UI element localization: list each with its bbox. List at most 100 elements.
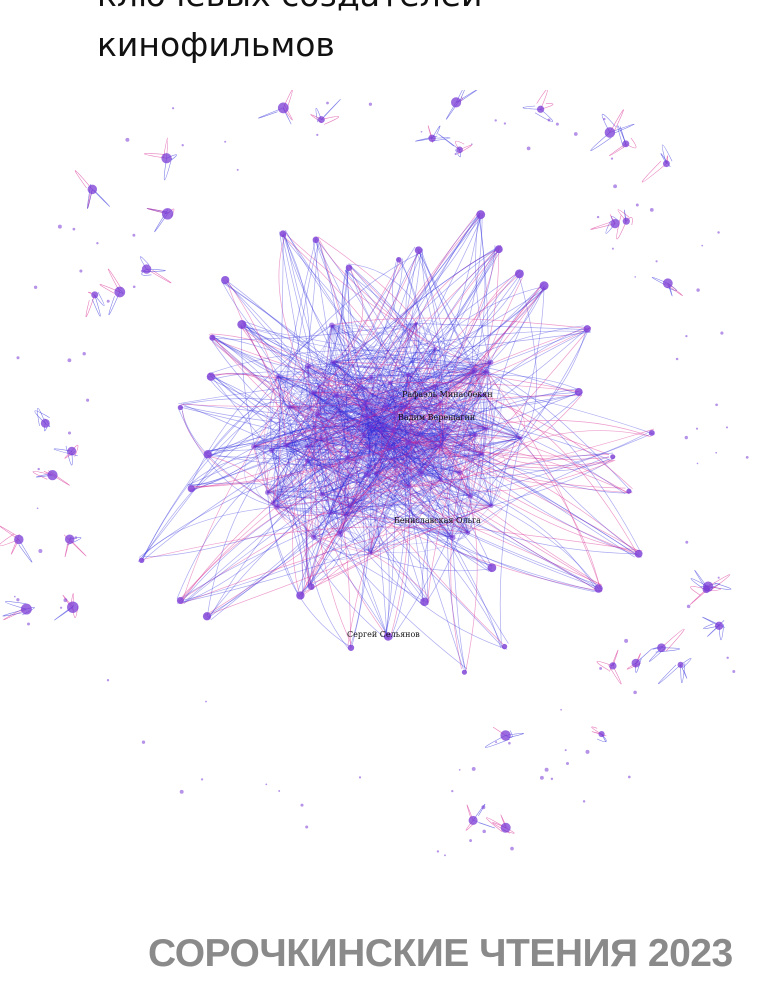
network-edge (320, 425, 383, 442)
network-edge (206, 394, 337, 617)
network-edge (227, 281, 320, 387)
network-edge (321, 401, 441, 495)
network-node (622, 140, 630, 148)
network-node (368, 374, 374, 380)
network-edge (313, 532, 469, 554)
network-edge (336, 394, 471, 497)
network-edge (601, 114, 616, 133)
network-edge (536, 90, 548, 110)
network-edge (363, 394, 485, 436)
network-edge (208, 372, 331, 514)
network-edge (225, 279, 287, 446)
network-edge (271, 450, 386, 639)
network-edge (330, 382, 391, 514)
network-edge (444, 435, 630, 495)
network-edge (371, 426, 437, 447)
network-edge (341, 269, 391, 447)
network-node (626, 488, 632, 494)
network-edge (277, 366, 310, 393)
network-edge (178, 408, 278, 508)
network-edge (312, 392, 449, 435)
network-node (57, 224, 62, 229)
network-edge (310, 442, 409, 585)
network-edge (370, 376, 441, 409)
network-edge (273, 495, 471, 520)
network-edge (32, 471, 53, 480)
network-edge (214, 323, 417, 340)
network-edge (471, 370, 487, 430)
network-edge (301, 533, 341, 587)
network-edge (339, 447, 396, 535)
network-edge (271, 425, 394, 451)
network-edge (267, 491, 350, 507)
network-edge (435, 362, 492, 446)
network-edge (208, 333, 422, 474)
network-edge (365, 385, 437, 422)
network-edge (178, 428, 487, 602)
network-edge (474, 370, 493, 455)
network-edge (289, 406, 300, 410)
network-edge (386, 405, 626, 495)
network-edge (299, 446, 314, 538)
network-edge (381, 412, 410, 487)
network-edge (339, 403, 366, 535)
network-node (471, 367, 478, 374)
network-node (717, 576, 720, 579)
network-edge (331, 325, 350, 369)
network-edge (307, 366, 372, 554)
network-node (275, 374, 280, 379)
network-edge (193, 415, 367, 492)
network-edge (370, 248, 497, 378)
network-edge (490, 286, 545, 506)
network-edge (393, 405, 422, 415)
network-edge (317, 414, 602, 588)
network-edge (333, 361, 437, 386)
network-edge (358, 385, 642, 558)
network-edge (370, 445, 437, 554)
network-edge (407, 360, 487, 375)
network-edge (407, 374, 443, 405)
network-edge (467, 504, 503, 533)
network-edge (347, 457, 596, 590)
network-edge (389, 439, 411, 487)
network-edge (393, 370, 475, 431)
network-edge (421, 385, 437, 446)
network-edge (365, 403, 610, 461)
network-edge (392, 430, 492, 507)
network-edge (313, 445, 441, 538)
network-node (539, 281, 549, 291)
network-edge (34, 410, 50, 424)
network-edge (320, 426, 372, 442)
network-edge (331, 325, 522, 439)
network-edge (332, 361, 391, 447)
network-node (305, 825, 309, 829)
network-edge (380, 374, 409, 432)
network-node (685, 334, 688, 338)
network-edge (348, 405, 405, 507)
network-edge (222, 282, 383, 427)
network-edge (332, 386, 359, 507)
network-edge (439, 362, 491, 439)
network-edge (271, 442, 409, 453)
network-edge (333, 357, 582, 397)
network-node (106, 679, 110, 682)
network-edge (321, 479, 441, 508)
network-edge (438, 133, 460, 151)
network-node (345, 455, 351, 461)
network-edge (315, 108, 322, 123)
network-edge (317, 411, 367, 436)
network-edge (371, 253, 419, 475)
network-edge (307, 358, 487, 372)
network-edge (680, 664, 688, 679)
network-edge (332, 215, 480, 363)
network-edge (349, 434, 476, 507)
network-edge (408, 443, 446, 487)
network-node (677, 661, 684, 668)
network-edge (276, 506, 453, 538)
network-edge (690, 578, 709, 592)
network-edge (332, 361, 469, 533)
network-edge (182, 398, 372, 427)
network-edge (335, 395, 437, 447)
network-edge (243, 322, 359, 387)
network-edge (393, 407, 437, 446)
